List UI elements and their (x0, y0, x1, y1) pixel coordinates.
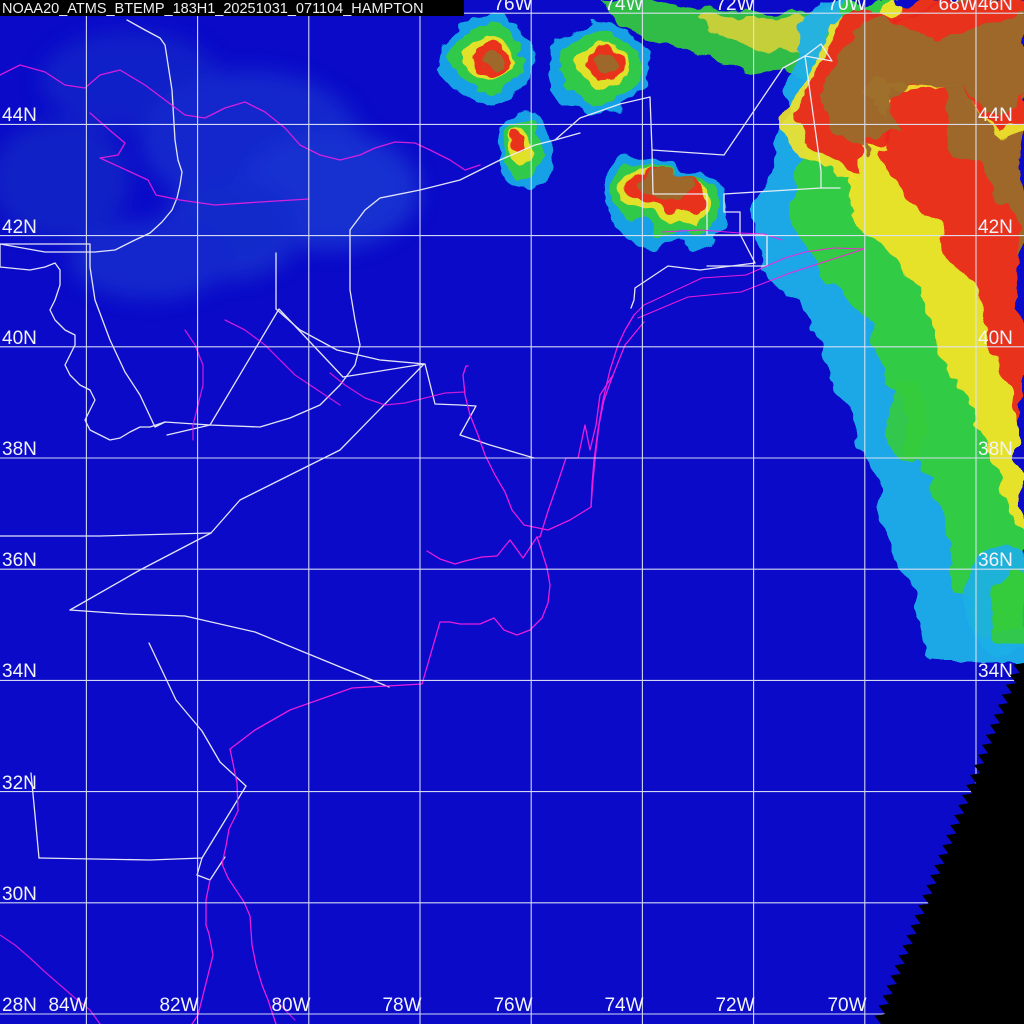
svg-text:34N: 34N (978, 661, 1013, 682)
svg-text:46N: 46N (978, 0, 1013, 15)
svg-text:70W: 70W (827, 995, 866, 1016)
svg-text:40N: 40N (2, 328, 37, 349)
svg-text:44N: 44N (978, 105, 1013, 126)
svg-text:72W: 72W (715, 0, 754, 15)
svg-text:38N: 38N (978, 439, 1013, 460)
svg-text:32N: 32N (2, 773, 37, 794)
svg-text:34N: 34N (2, 661, 37, 682)
svg-text:68W: 68W (938, 0, 977, 15)
svg-text:42N: 42N (978, 217, 1013, 238)
svg-text:78W: 78W (382, 995, 421, 1016)
svg-text:74W: 74W (604, 0, 643, 15)
svg-text:74W: 74W (604, 995, 643, 1016)
svg-text:30N: 30N (2, 884, 37, 905)
svg-text:44N: 44N (2, 105, 37, 126)
svg-text:36N: 36N (978, 550, 1013, 571)
svg-text:NOAA20_ATMS_BTEMP_183H1_202510: NOAA20_ATMS_BTEMP_183H1_20251031_071104_… (2, 1, 424, 17)
svg-text:70W: 70W (827, 0, 866, 15)
svg-text:40N: 40N (978, 328, 1013, 349)
svg-text:72W: 72W (715, 995, 754, 1016)
svg-text:42N: 42N (2, 217, 37, 238)
svg-text:38N: 38N (2, 439, 37, 460)
svg-text:36N: 36N (2, 550, 37, 571)
svg-text:28N: 28N (2, 995, 37, 1016)
svg-text:82W: 82W (159, 995, 198, 1016)
svg-text:84W: 84W (48, 995, 87, 1016)
svg-text:80W: 80W (271, 995, 310, 1016)
svg-text:76W: 76W (493, 0, 532, 15)
svg-text:76W: 76W (493, 995, 532, 1016)
